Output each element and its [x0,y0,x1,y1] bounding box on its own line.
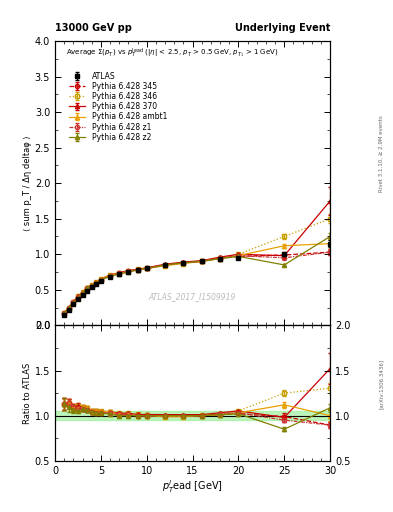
Text: [arXiv:1306.3436]: [arXiv:1306.3436] [379,359,384,409]
Text: Average $\Sigma(p_T)$ vs $p_T^{\rm lead}$ ($|\eta|$ < 2.5, $p_T$ > 0.5 GeV, $p_{: Average $\Sigma(p_T)$ vs $p_T^{\rm lead}… [66,47,279,60]
Legend: ATLAS, Pythia 6.428 345, Pythia 6.428 346, Pythia 6.428 370, Pythia 6.428 ambt1,: ATLAS, Pythia 6.428 345, Pythia 6.428 34… [67,70,169,143]
Y-axis label: Ratio to ATLAS: Ratio to ATLAS [23,362,32,424]
Text: Underlying Event: Underlying Event [235,23,330,33]
Text: Rivet 3.1.10, ≥ 2.9M events: Rivet 3.1.10, ≥ 2.9M events [379,115,384,192]
Text: ATLAS_2017_I1509919: ATLAS_2017_I1509919 [149,292,236,302]
X-axis label: $p_T^l$ead [GeV]: $p_T^l$ead [GeV] [162,478,223,495]
Y-axis label: ⟨ sum p_T / Δη deltaφ ⟩: ⟨ sum p_T / Δη deltaφ ⟩ [23,135,32,231]
Text: 13000 GeV pp: 13000 GeV pp [55,23,132,33]
